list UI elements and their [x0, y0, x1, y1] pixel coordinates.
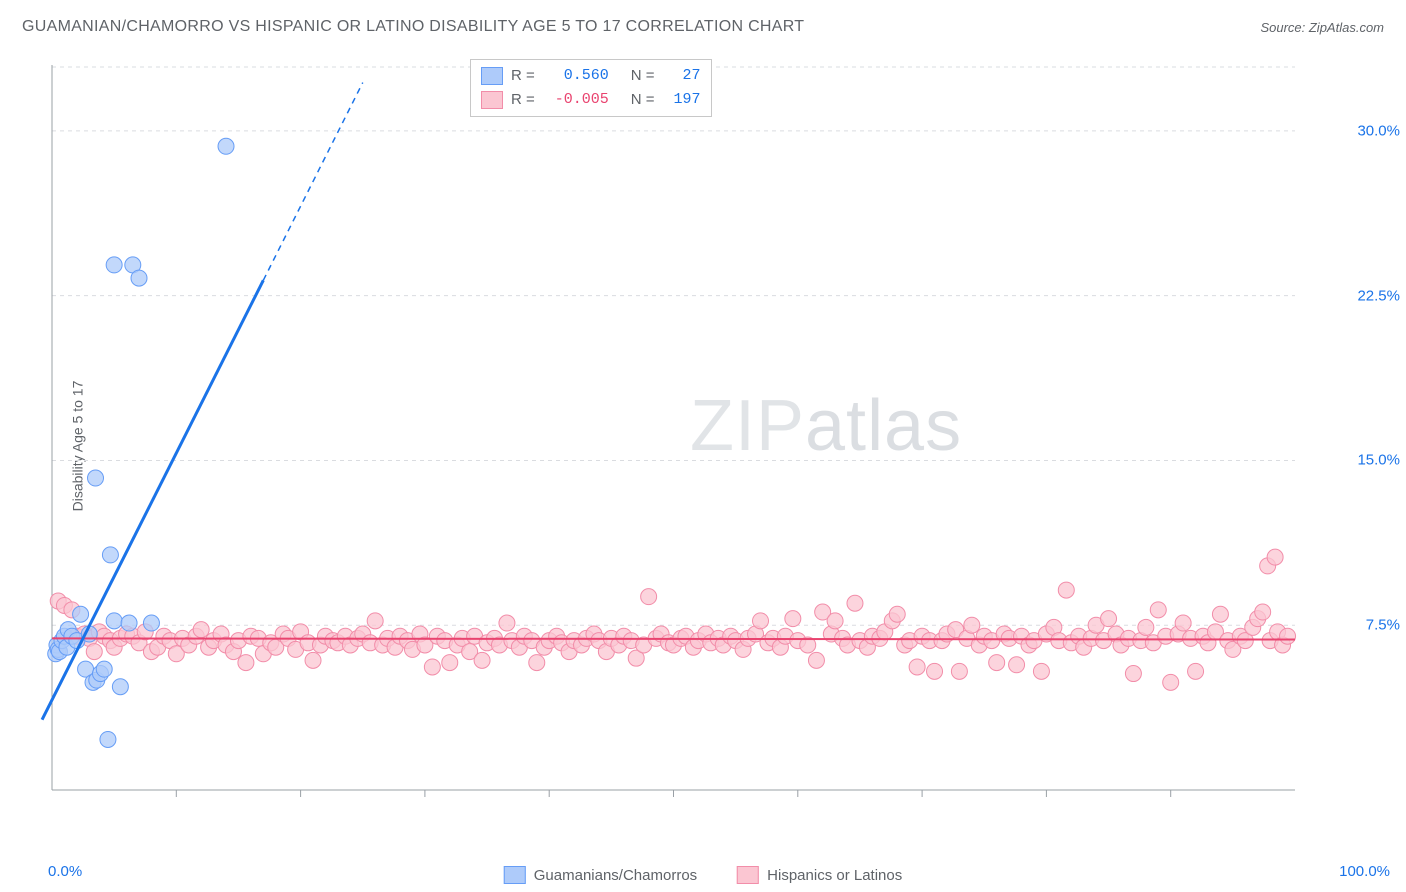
scatter-chart — [50, 55, 1350, 820]
r-value-pink: -0.005 — [543, 88, 609, 112]
stats-row-pink: R = -0.005 N = 197 — [481, 88, 701, 112]
r-label: R = — [511, 88, 535, 112]
r-label: R = — [511, 64, 535, 88]
legend-item-pink: Hispanics or Latinos — [737, 866, 902, 884]
swatch-blue — [481, 67, 503, 85]
n-label: N = — [631, 64, 655, 88]
legend-label-blue: Guamanians/Chamorros — [534, 867, 697, 884]
n-label: N = — [631, 88, 655, 112]
y-tick-label: 22.5% — [1357, 287, 1400, 304]
legend-swatch-pink — [737, 866, 759, 884]
x-axis-max-label: 100.0% — [1339, 863, 1390, 880]
plot-area: ZIPatlas R = 0.560 N = 27 R = -0.005 N =… — [50, 55, 1350, 820]
legend-swatch-blue — [504, 866, 526, 884]
source-attribution: Source: ZipAtlas.com — [1260, 20, 1384, 35]
legend: Guamanians/Chamorros Hispanics or Latino… — [504, 866, 902, 884]
r-value-blue: 0.560 — [543, 64, 609, 88]
y-tick-label: 15.0% — [1357, 452, 1400, 469]
y-tick-label: 30.0% — [1357, 122, 1400, 139]
legend-item-blue: Guamanians/Chamorros — [504, 866, 697, 884]
legend-label-pink: Hispanics or Latinos — [767, 867, 902, 884]
x-axis-min-label: 0.0% — [48, 863, 82, 880]
swatch-pink — [481, 91, 503, 109]
n-value-pink: 197 — [663, 88, 701, 112]
n-value-blue: 27 — [663, 64, 701, 88]
stats-row-blue: R = 0.560 N = 27 — [481, 64, 701, 88]
chart-title: GUAMANIAN/CHAMORRO VS HISPANIC OR LATINO… — [22, 18, 804, 36]
stats-box: R = 0.560 N = 27 R = -0.005 N = 197 — [470, 59, 712, 117]
y-tick-label: 7.5% — [1366, 617, 1400, 634]
